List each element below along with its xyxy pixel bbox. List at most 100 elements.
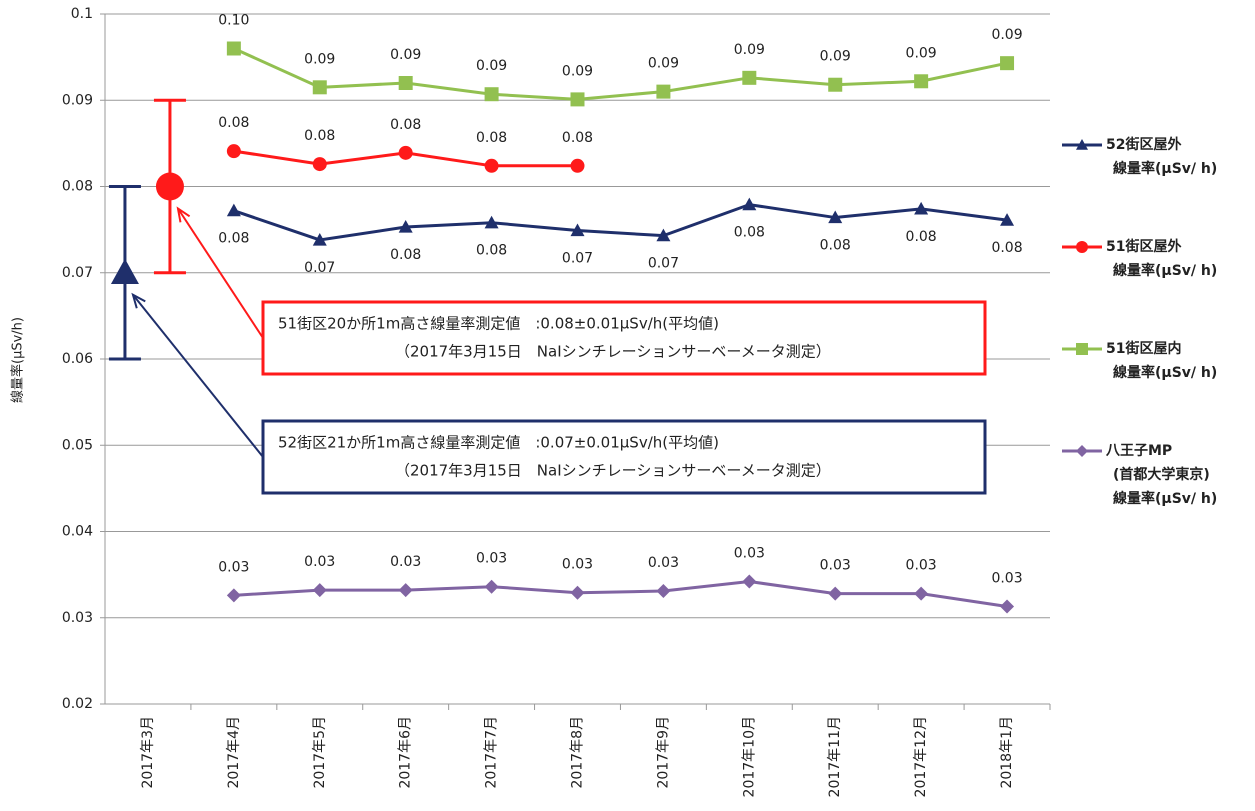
marker xyxy=(1076,445,1088,457)
marker xyxy=(570,92,585,107)
data-label: 0.03 xyxy=(991,571,1022,587)
y-tick-label: 0.1 xyxy=(71,6,93,22)
y-tick-label: 0.09 xyxy=(62,92,93,108)
data-label: 0.09 xyxy=(390,47,421,63)
x-tick-label: 2017年10月 xyxy=(741,716,757,797)
data-label: 0.10 xyxy=(218,13,249,29)
marker xyxy=(742,70,757,85)
marker xyxy=(914,74,929,89)
arrow-head xyxy=(176,206,191,223)
legend-label: 線量率(μSv/ h) xyxy=(1113,160,1217,177)
data-label: 0.03 xyxy=(820,558,851,574)
series-line xyxy=(233,47,1008,101)
data-label: 0.09 xyxy=(906,45,937,61)
marker xyxy=(155,172,184,201)
annotation-box xyxy=(261,419,987,495)
data-label: 0.07 xyxy=(562,250,593,266)
data-label: 0.03 xyxy=(304,554,335,570)
marker xyxy=(570,158,585,173)
marker xyxy=(484,215,499,229)
data-label: 0.08 xyxy=(991,240,1022,256)
marker xyxy=(742,574,757,589)
data-label: 0.08 xyxy=(820,238,851,254)
marker xyxy=(828,77,843,92)
data-label: 0.03 xyxy=(390,554,421,570)
data-label: 0.09 xyxy=(648,56,679,72)
y-tick-label: 0.06 xyxy=(62,351,93,367)
marker xyxy=(312,80,327,95)
data-label: 0.08 xyxy=(304,128,335,144)
marker xyxy=(570,585,585,600)
marker xyxy=(484,579,499,594)
marker xyxy=(312,583,327,598)
legend-label: 52街区屋外 xyxy=(1106,136,1181,153)
marker xyxy=(742,197,757,211)
x-tick-label: 2017年11月 xyxy=(827,716,843,797)
marker xyxy=(484,87,499,102)
data-label: 0.08 xyxy=(218,231,249,247)
data-label: 0.09 xyxy=(991,27,1022,43)
marker xyxy=(656,584,671,599)
marker xyxy=(828,210,843,224)
marker xyxy=(1076,241,1088,253)
marker xyxy=(312,232,327,246)
marker xyxy=(1000,213,1015,226)
x-tick-label: 2017年12月 xyxy=(913,716,929,797)
legend-label: 八王子MP xyxy=(1105,443,1172,459)
data-label: 0.03 xyxy=(562,557,593,573)
data-label: 0.08 xyxy=(476,243,507,259)
data-label: 0.08 xyxy=(906,229,937,245)
y-tick-label: 0.04 xyxy=(62,524,93,540)
marker xyxy=(226,203,241,217)
series-line xyxy=(233,203,1008,242)
marker xyxy=(484,158,499,173)
x-tick-label: 2017年7月 xyxy=(484,716,500,789)
data-label: 0.09 xyxy=(820,49,851,65)
data-label: 0.08 xyxy=(476,130,507,146)
y-tick-label: 0.03 xyxy=(62,610,93,626)
annotation-text: 52街区21か所1m高さ線量率測定値 :0.07±0.01μSv/h(平均値) xyxy=(278,434,719,452)
data-label: 0.03 xyxy=(648,555,679,571)
marker xyxy=(1076,343,1088,355)
x-tick-label: 2017年4月 xyxy=(226,716,242,789)
data-label: 0.09 xyxy=(304,51,335,67)
marker xyxy=(828,586,843,601)
data-label: 0.08 xyxy=(562,130,593,146)
data-label: 0.07 xyxy=(304,260,335,276)
y-tick-label: 0.05 xyxy=(62,437,93,453)
marker xyxy=(398,145,413,160)
y-tick-label: 0.08 xyxy=(62,179,93,195)
series-line xyxy=(233,580,1008,609)
legend-label: (首都大学東京) xyxy=(1113,466,1210,483)
annotation-arrow xyxy=(177,207,264,339)
x-tick-label: 2017年9月 xyxy=(655,716,671,789)
x-tick-label: 2017年3月 xyxy=(140,716,156,789)
annotation-text: 51街区20か所1m高さ線量率測定値 :0.08±0.01μSv/h(平均値) xyxy=(278,315,719,333)
legend-label: 線量率(μSv/ h) xyxy=(1113,490,1217,507)
arrow-head xyxy=(131,292,146,309)
y-tick-label: 0.02 xyxy=(62,696,93,712)
marker xyxy=(656,228,671,242)
marker xyxy=(226,144,241,159)
marker xyxy=(656,84,671,99)
marker xyxy=(1076,139,1088,150)
marker xyxy=(398,583,413,598)
marker xyxy=(1000,599,1015,614)
data-label: 0.03 xyxy=(906,558,937,574)
annotation-arrow xyxy=(132,294,264,458)
data-label: 0.09 xyxy=(562,63,593,79)
marker xyxy=(226,41,241,56)
marker xyxy=(914,586,929,601)
annotation-box xyxy=(261,300,987,376)
x-tick-label: 2018年1月 xyxy=(999,716,1015,789)
annotation-text: （2017年3月15日 NaIシンチレーションサーベーメータ測定） xyxy=(395,462,831,480)
y-axis-label: 線量率(μSv/h) xyxy=(10,317,26,403)
data-label: 0.08 xyxy=(218,115,249,131)
annotation-text: （2017年3月15日 NaIシンチレーションサーベーメータ測定） xyxy=(395,343,831,361)
legend-label: 51街区屋外 xyxy=(1106,238,1181,255)
legend-label: 51街区屋内 xyxy=(1106,340,1181,357)
marker xyxy=(914,201,929,215)
data-label: 0.09 xyxy=(476,58,507,74)
legend-label: 線量率(μSv/ h) xyxy=(1113,364,1217,381)
data-label: 0.08 xyxy=(390,117,421,133)
